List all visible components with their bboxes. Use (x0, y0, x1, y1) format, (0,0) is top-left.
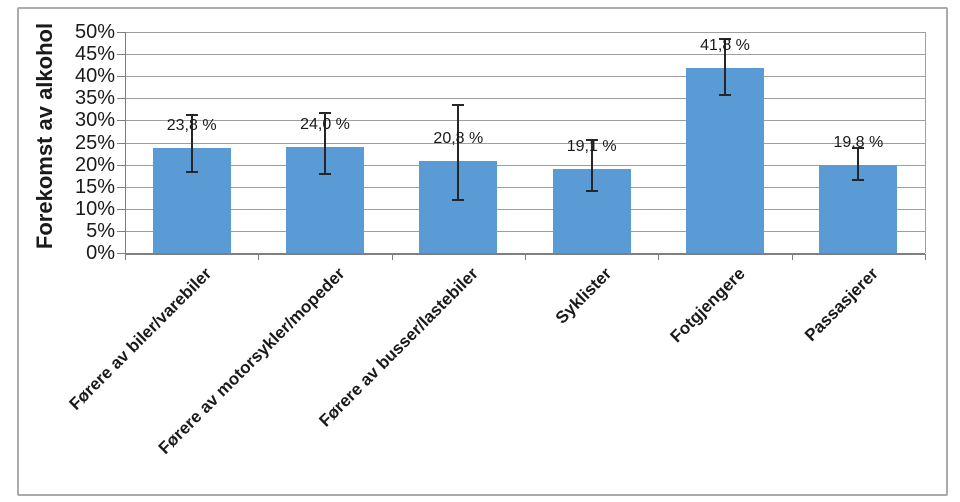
gridline-15 (125, 186, 925, 188)
y-tick-mark-15 (117, 186, 125, 188)
chart-outer-frame (17, 7, 948, 496)
error-bar-cap-bottom-f-rere-av-motorsykler-mopeder (319, 172, 331, 175)
gridline-35 (125, 98, 925, 100)
y-tick-label-45: 45% (74, 43, 115, 66)
y-tick-mark-40 (117, 76, 125, 78)
y-tick-label-0: 0% (86, 242, 115, 264)
y-tick-mark-10 (117, 208, 125, 210)
y-tick-mark-25 (117, 142, 125, 144)
gridline-40 (125, 76, 925, 78)
bar-fotgjengere (686, 68, 764, 253)
gridline-5 (125, 230, 925, 232)
y-tick-mark-50 (117, 32, 125, 33)
x-tick-mark-3 (525, 254, 526, 260)
x-tick-mark-1 (258, 254, 260, 260)
error-bar-cap-bottom-passasjerer (852, 179, 865, 182)
error-bar-cap-top-fotgjengere (719, 38, 731, 41)
data-label-syklister: 19,1 % (566, 137, 617, 155)
error-bar-cap-bottom-fotgjengere (719, 94, 731, 97)
gridline-25 (125, 142, 925, 144)
x-tick-mark-2 (391, 254, 393, 260)
error-bar-cap-bottom-f-rere-av-busser-lastebiler (452, 198, 465, 201)
x-tick-mark-5 (791, 254, 793, 260)
error-bar-line-passasjerer (857, 147, 860, 181)
y-tick-mark-0 (117, 253, 125, 254)
y-tick-label-50: 50% (74, 21, 115, 43)
x-tick-mark-0 (125, 254, 126, 260)
y-tick-mark-20 (117, 164, 125, 166)
y-tick-label-15: 15% (74, 175, 115, 198)
y-tick-label-20: 20% (74, 153, 115, 176)
y-axis-line (125, 32, 126, 259)
y-tick-mark-30 (117, 120, 125, 122)
gridline-45 (125, 54, 925, 56)
y-tick-label-10: 10% (74, 197, 115, 220)
y-tick-label-35: 35% (74, 87, 115, 110)
y-tick-label-25: 25% (74, 131, 115, 154)
gridline-30 (125, 120, 925, 122)
error-bar-cap-top-f-rere-av-biler-varebiler (185, 114, 198, 117)
gridline-50 (125, 32, 925, 33)
y-axis-title: Forekomst av alkohol (32, 22, 57, 250)
x-tick-mark-6 (925, 254, 926, 260)
error-bar-cap-bottom-syklister (585, 190, 598, 193)
error-bar-line-fotgjengere (724, 39, 726, 96)
data-label-fotgjengere: 41,8 % (700, 37, 750, 55)
y-tick-mark-35 (117, 98, 125, 100)
error-bar-cap-top-syklister (585, 139, 598, 142)
error-bar-cap-top-f-rere-av-motorsykler-mopeder (319, 112, 331, 115)
gridline-20 (125, 164, 925, 166)
error-bar-line-f-rere-av-busser-lastebiler (457, 104, 460, 200)
error-bar-line-syklister (590, 140, 593, 192)
y-tick-label-5: 5% (86, 219, 115, 242)
error-bar-cap-top-f-rere-av-busser-lastebiler (452, 103, 465, 106)
y-tick-label-30: 30% (74, 109, 115, 132)
data-label-f-rere-av-busser-lastebiler: 20,8 % (433, 130, 484, 148)
data-label-passasjerer: 19,8 % (833, 134, 884, 152)
y-tick-mark-45 (117, 54, 125, 56)
plot-right-border (925, 32, 926, 253)
y-tick-mark-5 (117, 230, 125, 232)
error-bar-line-f-rere-av-biler-varebiler (190, 115, 193, 173)
error-bar-cap-bottom-f-rere-av-biler-varebiler (185, 171, 198, 174)
x-tick-mark-4 (658, 254, 660, 260)
error-bar-line-f-rere-av-motorsykler-mopeder (324, 113, 326, 174)
error-bar-cap-top-passasjerer (852, 146, 865, 149)
y-tick-label-40: 40% (74, 65, 115, 88)
data-label-f-rere-av-motorsykler-mopeder: 24,0 % (300, 115, 350, 133)
data-label-f-rere-av-biler-varebiler: 23,8 % (166, 116, 217, 134)
gridline-10 (125, 208, 925, 210)
